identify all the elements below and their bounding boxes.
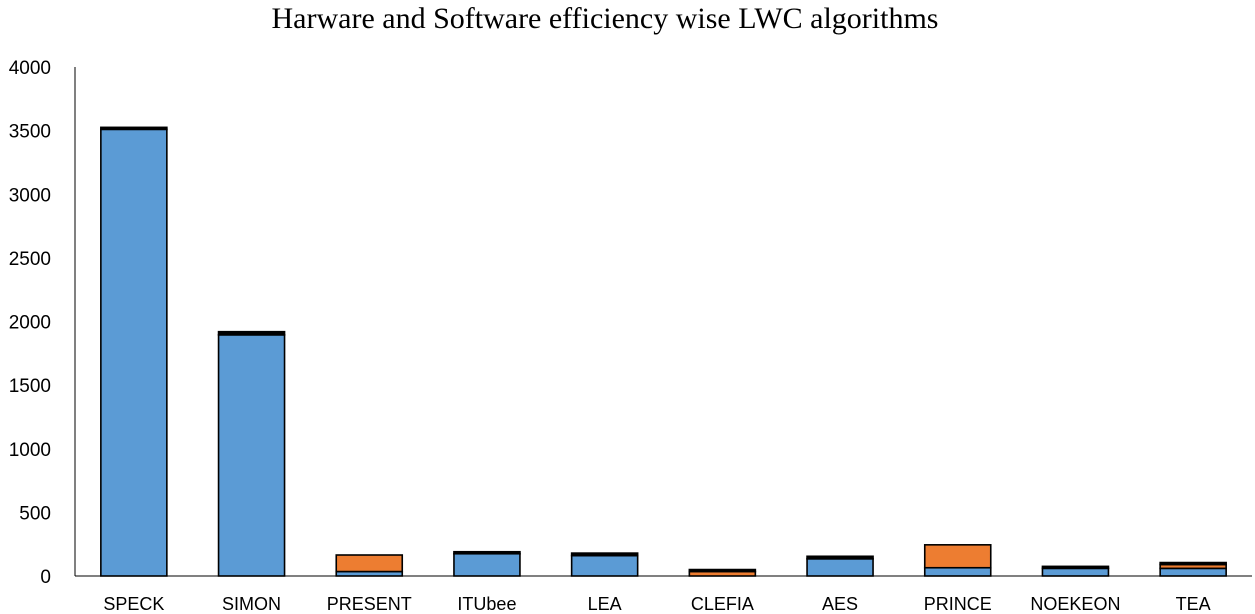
bar-present-series-2 [335, 554, 404, 573]
bar-aes-series-1 [806, 558, 874, 577]
x-tick-label: PRINCE [924, 594, 992, 614]
y-tick-label: 4000 [9, 58, 51, 79]
y-tick-label: 3000 [9, 185, 51, 206]
y-tick-label: 1000 [9, 440, 51, 461]
bar-aes-series-3 [806, 555, 874, 560]
bar-simon-series-1 [217, 334, 286, 577]
x-tick-label: CLEFIA [691, 594, 754, 614]
bar-noekeon-series-3 [1041, 565, 1110, 570]
bar-lea-series-3 [570, 552, 639, 557]
bar-simon-series-3 [217, 330, 286, 336]
x-tick-label: PRESENT [327, 594, 412, 614]
bars [100, 126, 1227, 577]
bar-noekeon-series-1 [1041, 567, 1110, 577]
x-tick-label: LEA [588, 594, 622, 614]
bar-speck-series-1 [100, 128, 168, 577]
bar-lea-series-1 [570, 554, 639, 577]
bar-itubee-series-3 [453, 550, 521, 555]
x-tick-label: AES [822, 594, 858, 614]
x-axis: SPECK SIMON PRESENT ITUbee LEA CLEFIA AES PRINC… [75, 575, 1252, 614]
bar-clefia-series-3 [688, 568, 757, 573]
x-tick-label: TEA [1176, 594, 1211, 614]
x-tick-label: SPECK [103, 594, 164, 614]
bar-prince-series-2 [923, 544, 992, 569]
bar-prince-series-1 [923, 566, 992, 577]
x-tick-label: NOEKEON [1030, 594, 1120, 614]
x-tick-label: ITUbee [457, 594, 516, 614]
bar-tea-series-3 [1159, 561, 1227, 566]
y-tick-label: 2500 [9, 249, 51, 270]
chart-title: Harware and Software efficiency wise LWC… [272, 2, 939, 35]
y-tick-label: 500 [19, 503, 51, 524]
y-tick-label: 3500 [9, 122, 51, 143]
y-axis: 0 500 1000 1500 2000 2500 3000 3500 4000 [9, 58, 76, 588]
y-tick-label: 0 [40, 567, 51, 588]
bar-itubee-series-1 [453, 552, 521, 577]
bar-tea-series-1 [1159, 567, 1227, 577]
y-tick-label: 2000 [9, 313, 51, 334]
bar-speck-series-3 [100, 126, 168, 131]
y-tick-label: 1500 [9, 376, 51, 397]
x-tick-label: SIMON [222, 594, 281, 614]
